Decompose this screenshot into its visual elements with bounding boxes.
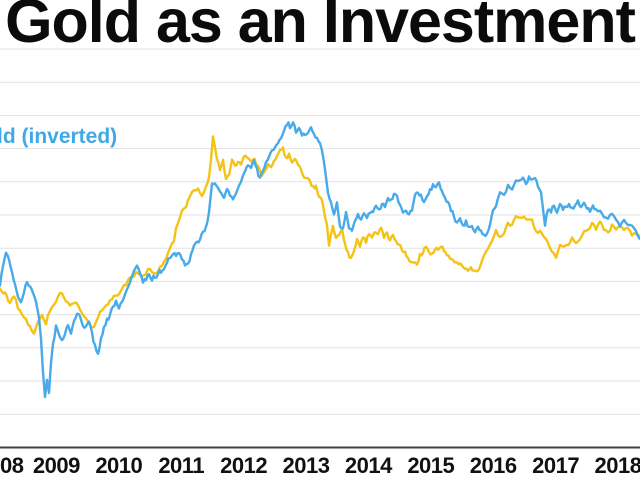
chart-title: Gold as an Investment <box>5 0 636 55</box>
legend-inverted-yield-label: ld (inverted) <box>0 125 118 148</box>
x-axis-tick-label: 2013 <box>282 453 330 478</box>
x-axis-tick-label: 2017 <box>532 453 580 478</box>
inverted-yield-series-line <box>0 121 640 399</box>
x-axis-tick-label: 2015 <box>407 453 455 478</box>
gold-series-line <box>0 135 640 335</box>
x-axis-tick-label: 2016 <box>469 453 517 478</box>
gridlines <box>0 48 640 415</box>
x-axis-tick-label: 2010 <box>95 453 143 478</box>
x-axis-tick-label: 2011 <box>158 453 205 478</box>
x-axis-tick-label: 2009 <box>32 453 80 478</box>
x-axis-tick-label: 08 <box>0 453 24 478</box>
x-axis-tick-label: 2014 <box>344 453 392 478</box>
x-axis-tick-label: 2018 <box>594 453 640 478</box>
x-axis-tick-label: 2012 <box>220 453 268 478</box>
